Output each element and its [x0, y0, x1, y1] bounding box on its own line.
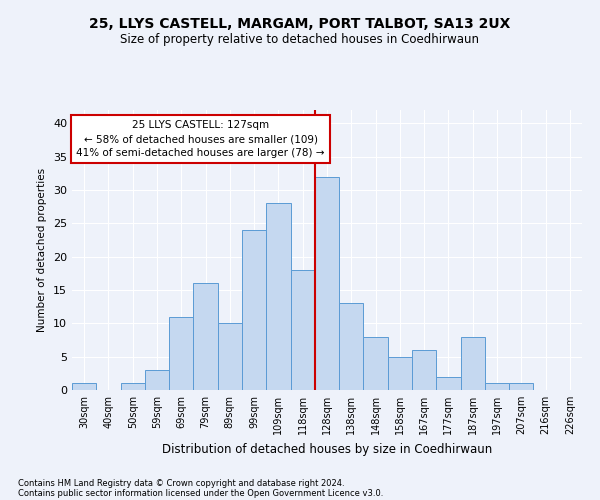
Bar — [121, 384, 145, 390]
Bar — [218, 324, 242, 390]
Text: Size of property relative to detached houses in Coedhirwaun: Size of property relative to detached ho… — [121, 32, 479, 46]
Text: 25 LLYS CASTELL: 127sqm
← 58% of detached houses are smaller (109)
41% of semi-d: 25 LLYS CASTELL: 127sqm ← 58% of detache… — [76, 120, 325, 158]
Bar — [145, 370, 169, 390]
Bar — [315, 176, 339, 390]
Text: Contains public sector information licensed under the Open Government Licence v3: Contains public sector information licen… — [18, 488, 383, 498]
Bar — [169, 316, 193, 390]
Bar — [290, 270, 315, 390]
Bar — [509, 384, 533, 390]
Bar — [485, 384, 509, 390]
Y-axis label: Number of detached properties: Number of detached properties — [37, 168, 47, 332]
X-axis label: Distribution of detached houses by size in Coedhirwaun: Distribution of detached houses by size … — [162, 442, 492, 456]
Bar — [242, 230, 266, 390]
Bar — [436, 376, 461, 390]
Bar — [461, 336, 485, 390]
Bar — [72, 384, 96, 390]
Bar — [266, 204, 290, 390]
Bar — [388, 356, 412, 390]
Bar — [193, 284, 218, 390]
Bar — [412, 350, 436, 390]
Text: 25, LLYS CASTELL, MARGAM, PORT TALBOT, SA13 2UX: 25, LLYS CASTELL, MARGAM, PORT TALBOT, S… — [89, 18, 511, 32]
Text: Contains HM Land Registry data © Crown copyright and database right 2024.: Contains HM Land Registry data © Crown c… — [18, 478, 344, 488]
Bar — [364, 336, 388, 390]
Bar — [339, 304, 364, 390]
